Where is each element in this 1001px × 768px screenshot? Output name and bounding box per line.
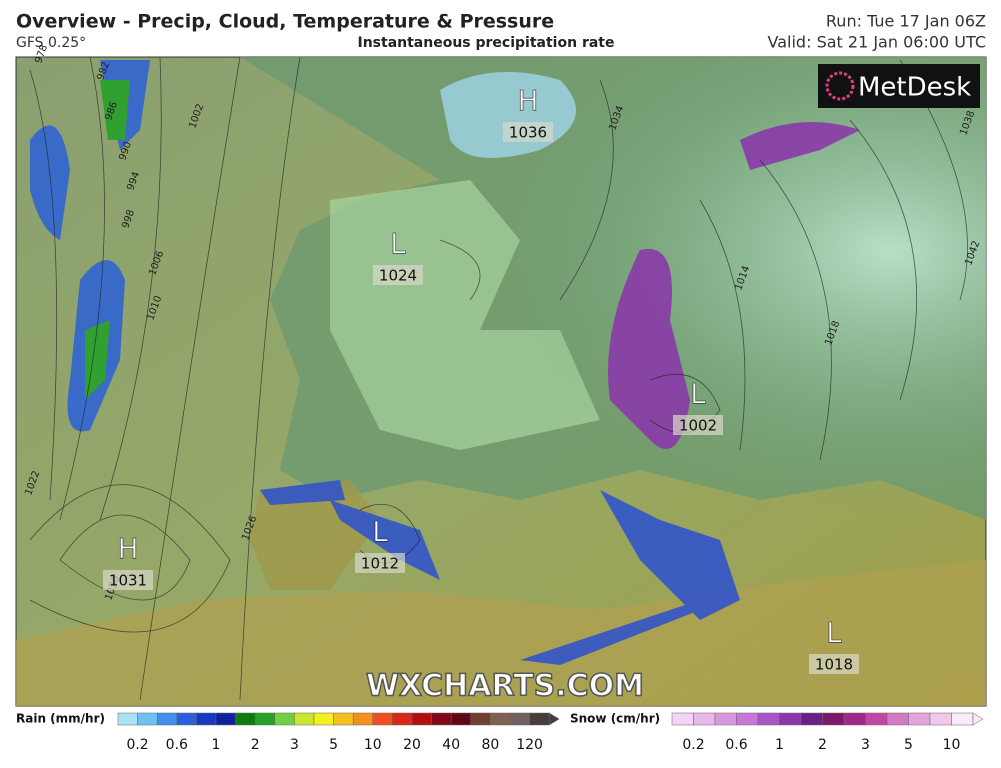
center-pressure: 1018	[815, 656, 853, 674]
center-pressure: 1002	[679, 417, 717, 435]
legend-tick-label: 5	[904, 737, 913, 753]
legend-swatch	[392, 712, 413, 726]
legend-swatch	[509, 712, 530, 726]
legend-arrow	[972, 712, 984, 726]
center-label-box	[809, 654, 859, 674]
center-label-box	[503, 122, 553, 142]
center-letter: L	[826, 616, 842, 649]
legend-swatch	[929, 712, 952, 726]
center-pressure: 1031	[109, 572, 147, 590]
legend-swatch	[490, 712, 511, 726]
legend-swatch	[235, 712, 256, 726]
legend-tick-label: 120	[516, 737, 543, 753]
legend-swatch	[757, 712, 780, 726]
watermark: WXCHARTS.COM	[366, 669, 644, 704]
center-pressure: 1024	[379, 267, 417, 285]
legend-tick-label: 3	[290, 737, 299, 753]
run: Run: Tue 17 Jan 06Z	[826, 12, 986, 31]
logo-box	[818, 64, 980, 108]
legend-tick-label: 0.6	[725, 737, 747, 753]
legend-swatch	[156, 712, 178, 726]
valid: Valid: Sat 21 Jan 06:00 UTC	[768, 33, 986, 52]
center-letter: L	[690, 377, 706, 410]
center-label-box	[103, 570, 153, 590]
legend-swatch	[137, 712, 158, 726]
legend-tick-label: 10	[364, 737, 382, 753]
legend-swatch	[951, 712, 974, 726]
legend-swatch	[294, 712, 315, 726]
legend-swatch	[671, 712, 694, 726]
map	[15, 56, 987, 707]
legend-swatch	[736, 712, 759, 726]
legend-swatch	[714, 712, 737, 726]
model: GFS 0.25°	[16, 35, 86, 51]
rain-atlantic	[30, 60, 150, 432]
legend-swatch	[450, 712, 472, 726]
snow-east	[608, 122, 860, 449]
rain-med	[260, 480, 740, 665]
legend-tick-label: 1	[212, 737, 221, 753]
legend-swatch	[411, 712, 432, 726]
rain-heavy	[85, 80, 130, 400]
legend-tick-label: 2	[818, 737, 827, 753]
legend-swatch	[779, 712, 802, 726]
legend-tick-label: 2	[251, 737, 260, 753]
legend-arrow	[548, 712, 560, 726]
legend-swatch	[117, 712, 138, 726]
logo: MetDesk	[818, 64, 980, 108]
isobars	[29, 56, 968, 701]
subtitle: Instantaneous precipitation rate	[358, 35, 615, 51]
legend-swatch	[313, 712, 334, 726]
center-label-box	[355, 553, 405, 573]
center-letter: H	[117, 532, 138, 565]
center-label-box	[373, 265, 423, 285]
title: Overview - Precip, Cloud, Temperature & …	[16, 11, 554, 33]
land-south	[16, 560, 986, 706]
legend-tick-label: 40	[442, 737, 460, 753]
center-pressure: 1012	[361, 555, 399, 573]
logo-text: MetDesk	[858, 73, 971, 103]
legend-tick-label: 0.6	[166, 737, 188, 753]
legend-swatch	[843, 712, 866, 726]
legend-title: Snow (cm/hr)	[570, 712, 660, 726]
legend-swatch	[372, 712, 393, 726]
legend-tick-label: 80	[481, 737, 499, 753]
legend-swatch	[886, 712, 909, 726]
legend-swatch	[196, 712, 217, 726]
legend-swatch	[529, 712, 550, 726]
legend-tick-label: 1	[775, 737, 784, 753]
legend-swatch	[274, 712, 295, 726]
legend-swatch	[470, 712, 491, 726]
center-letter: L	[390, 227, 406, 260]
center-letter: L	[372, 515, 388, 548]
legend-swatch	[431, 712, 452, 726]
legend-tick-label: 10	[943, 737, 961, 753]
legend-swatch	[908, 712, 931, 726]
legend-swatch	[254, 712, 276, 726]
legend-tick-label: 5	[329, 737, 338, 753]
legend-swatch	[822, 712, 845, 726]
logo-icon	[825, 71, 855, 101]
center-label-box	[673, 415, 723, 435]
legend-swatch	[215, 712, 236, 726]
legend-swatch	[800, 712, 823, 726]
legend-swatch	[865, 712, 888, 726]
legend-swatch	[176, 712, 197, 726]
legend-tick-label: 20	[403, 737, 421, 753]
legend-swatch	[693, 712, 716, 726]
legend-tick-label: 0.2	[682, 737, 704, 753]
legend-swatch	[352, 712, 374, 726]
legend-tick-label: 3	[861, 737, 870, 753]
legend-swatch	[333, 712, 354, 726]
legend-title: Rain (mm/hr)	[16, 712, 105, 726]
legend-tick-label: 0.2	[126, 737, 148, 753]
center-letter: H	[517, 84, 538, 117]
center-pressure: 1036	[509, 124, 547, 142]
